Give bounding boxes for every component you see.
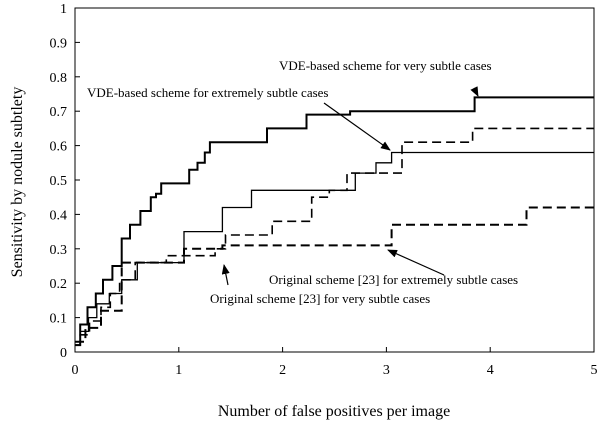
y-tick-label: 0.4 [50,208,68,223]
x-axis-ticks: 0 1 2 3 4 5 [72,347,598,378]
annotation-label-2: VDE-based scheme for extremely subtle ca… [87,85,329,100]
y-tick-label: 0.3 [50,243,68,258]
y-tick-label: 0.9 [50,36,68,51]
y-tick-label: 0.6 [50,140,68,155]
y-axis-ticks: 0 0.1 0.2 0.3 0.4 0.5 0.6 0.7 0.8 0.9 1 [50,2,80,361]
x-tick-label: 1 [175,363,182,378]
y-tick-label: 0 [60,346,67,361]
annotation-arrow-2 [323,102,391,151]
annotation-arrow-3 [387,249,445,276]
x-tick-label: 2 [279,363,286,378]
x-axis-title: Number of false positives per image [218,403,450,420]
y-tick-label: 0.2 [50,277,68,292]
x-tick-label: 0 [72,363,79,378]
y-axis-title: Sensitivity by nodule subtlety [9,87,26,278]
annotation-label-4: Original scheme [23] for very subtle cas… [210,291,430,306]
annotation-label-3: Original scheme [23] for extremely subtl… [269,272,518,287]
annotation-arrow-1 [470,86,479,97]
annotation-arrow-4 [221,264,230,286]
annotation-label-1: VDE-based scheme for very subtle cases [279,58,492,73]
y-tick-label: 0.5 [50,174,68,189]
series-layer [75,96,594,347]
series-line-2 [75,151,594,346]
annotation-layer: VDE-based scheme for very subtle cases VD… [87,58,518,306]
x-tick-label: 4 [487,363,494,378]
x-tick-label: 5 [591,363,598,378]
series-line-4 [75,206,594,343]
y-tick-label: 0.7 [50,105,68,120]
x-tick-label: 3 [383,363,390,378]
series-line-1 [75,96,594,347]
y-tick-label: 1 [60,2,67,17]
y-tick-label: 0.1 [50,312,68,327]
series-line-3 [75,127,594,346]
y-tick-label: 0.8 [50,71,68,86]
